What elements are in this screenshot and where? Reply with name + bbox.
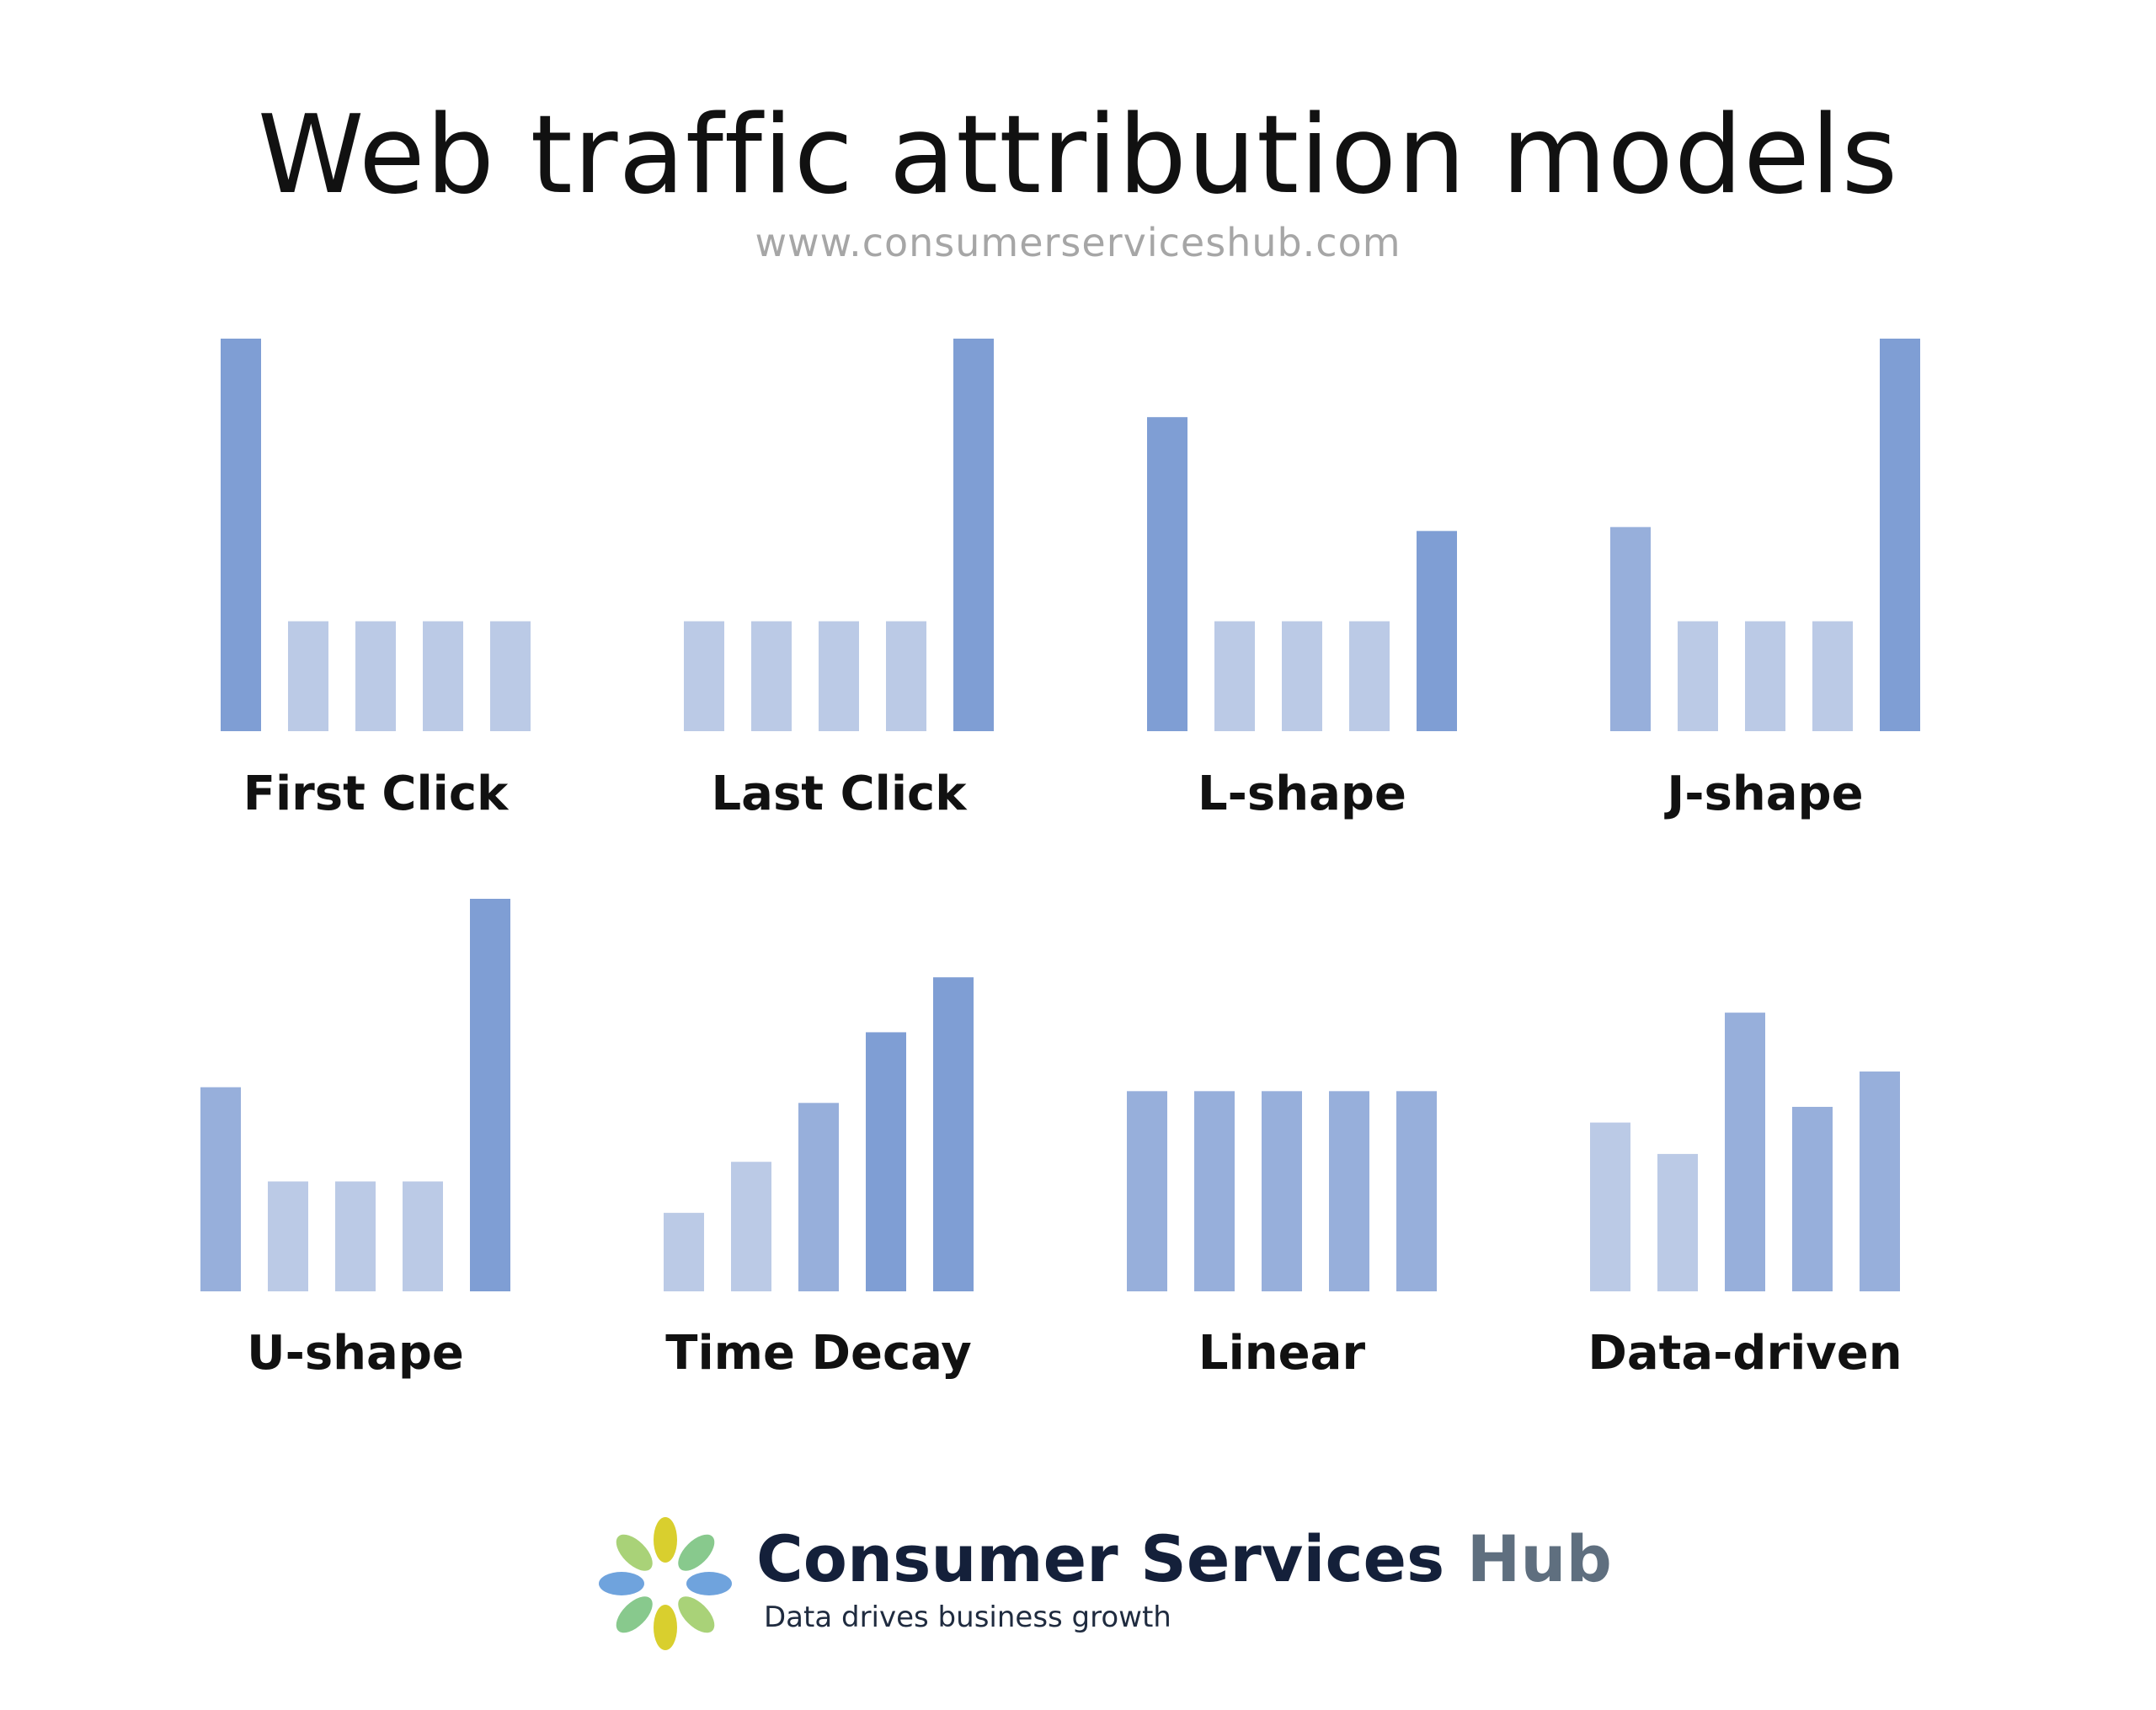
chart-label: U-shape [247, 1326, 464, 1381]
chart-label: First Click [243, 767, 509, 821]
chart-label: L-shape [1198, 767, 1406, 821]
bar [933, 977, 974, 1291]
logo-petal [616, 1534, 653, 1571]
bar [335, 1181, 376, 1291]
bar [1417, 531, 1457, 731]
bar [664, 1212, 704, 1291]
bar [288, 621, 328, 731]
bar [1262, 1091, 1302, 1291]
bar [1349, 621, 1390, 731]
bar [798, 1103, 839, 1291]
bar [1880, 339, 1920, 731]
chart-panel-linear [1127, 1091, 1437, 1291]
page-title: Web traffic attribution models [257, 93, 1899, 218]
bar [1396, 1091, 1437, 1291]
bar [355, 621, 396, 731]
logo-petal [686, 1572, 732, 1595]
bar [490, 621, 531, 731]
logo-petal [599, 1572, 644, 1595]
logo-petal [678, 1596, 715, 1633]
bar [423, 621, 463, 731]
bar [1590, 1122, 1630, 1291]
chart-panel-last-click [684, 339, 994, 731]
bar [1657, 1153, 1698, 1291]
chart-panel-first-click [221, 339, 531, 731]
bar [1725, 1013, 1765, 1291]
bar [819, 621, 859, 731]
bar [268, 1181, 308, 1291]
chart-label: Time Decay [665, 1326, 972, 1381]
bar [1745, 621, 1785, 731]
chart-panel-data-driven [1590, 1013, 1900, 1291]
chart-label: J-shape [1667, 767, 1864, 821]
chart-label: Last Click [711, 767, 967, 821]
bar [1329, 1091, 1369, 1291]
brand-name-main: Consumer Services [756, 1521, 1445, 1596]
bar [1812, 621, 1853, 731]
logo-petal [654, 1605, 677, 1650]
logo-petal [616, 1596, 653, 1633]
bar [1678, 621, 1718, 731]
brand-name: Consumer Services Hub [756, 1521, 1612, 1597]
bar [403, 1181, 443, 1291]
chart-label: Linear [1198, 1326, 1366, 1381]
chart-panel-time-decay [664, 977, 974, 1291]
brand-name-hub: Hub [1466, 1521, 1612, 1596]
bar [1147, 417, 1187, 731]
bar [1792, 1106, 1833, 1291]
chart-panel-u-shape [200, 899, 510, 1291]
flower-logo-icon [599, 1517, 732, 1650]
bar [953, 339, 994, 731]
page-subtitle-url: www.consumerserviceshub.com [755, 220, 1401, 265]
bar [221, 339, 261, 731]
bar [1194, 1091, 1235, 1291]
logo-petal [654, 1517, 677, 1563]
brand-tagline: Data drives business growth [764, 1600, 1171, 1634]
bar [1860, 1071, 1900, 1291]
bar [731, 1162, 771, 1291]
bar [1127, 1091, 1167, 1291]
bar [1282, 621, 1322, 731]
chart-label: Data-driven [1588, 1326, 1903, 1381]
bar [866, 1032, 906, 1291]
bar [886, 621, 926, 731]
bar [751, 621, 792, 731]
brand-logo: Consumer Services Hub Data drives busine… [590, 1508, 1612, 1659]
bar [1214, 621, 1255, 731]
bar [470, 899, 510, 1291]
chart-panel-l-shape [1147, 417, 1457, 731]
logo-petal [678, 1534, 715, 1571]
bar [1610, 526, 1651, 731]
bar [684, 621, 724, 731]
chart-panel-j-shape [1610, 339, 1920, 731]
bar [200, 1087, 241, 1291]
